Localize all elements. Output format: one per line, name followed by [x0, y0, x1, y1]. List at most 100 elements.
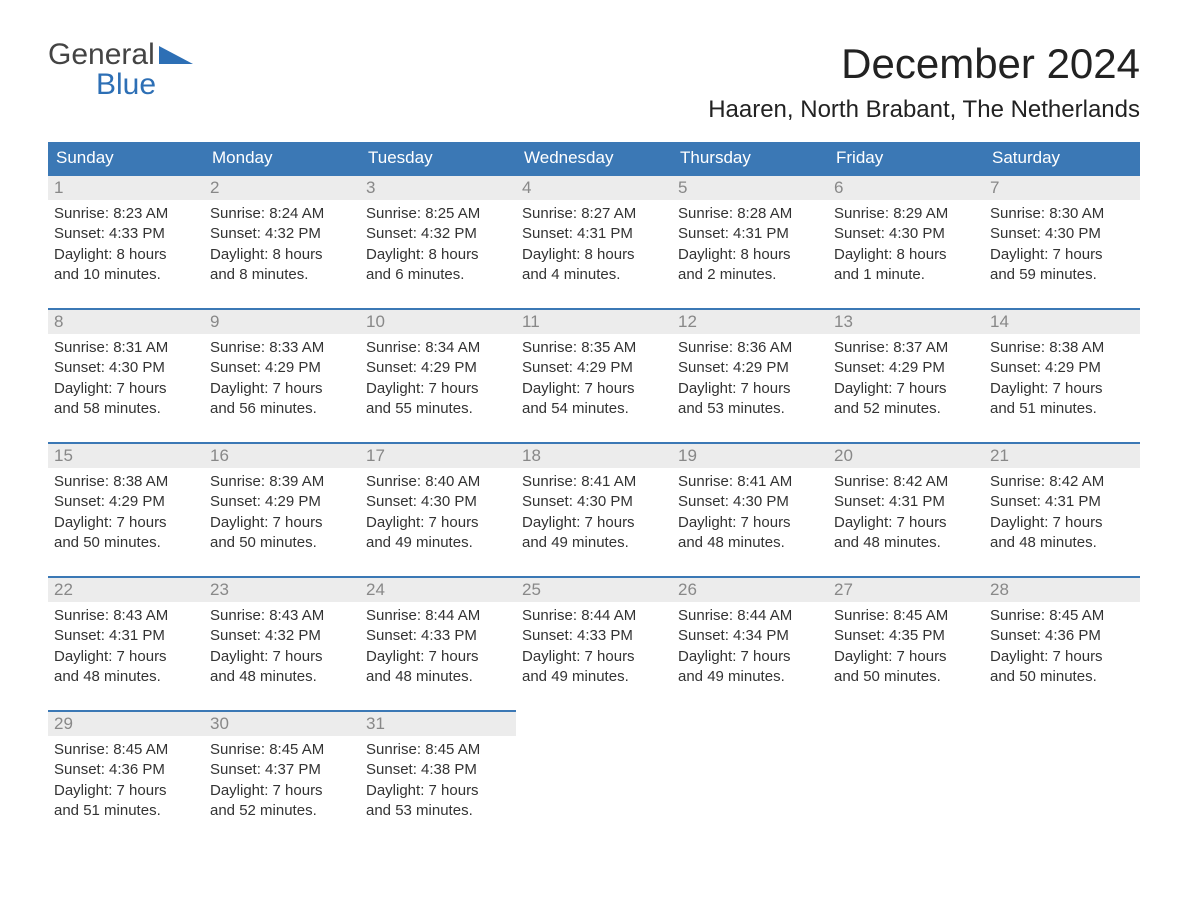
sunset-line: Sunset: 4:30 PM: [678, 492, 822, 512]
d1-line: Daylight: 7 hours: [678, 647, 822, 667]
day-content-cell: Sunrise: 8:25 AMSunset: 4:32 PMDaylight:…: [360, 200, 516, 293]
d2-line: and 58 minutes.: [54, 399, 198, 419]
logo-text-blue: Blue: [96, 70, 193, 100]
d2-line: and 56 minutes.: [210, 399, 354, 419]
day-content-cell: Sunrise: 8:23 AMSunset: 4:33 PMDaylight:…: [48, 200, 204, 293]
logo-text-general: General: [48, 40, 155, 70]
sunset-line: Sunset: 4:31 PM: [990, 492, 1134, 512]
sunrise-line: Sunrise: 8:41 AM: [678, 472, 822, 492]
day-content-cell: Sunrise: 8:41 AMSunset: 4:30 PMDaylight:…: [672, 468, 828, 561]
d2-line: and 51 minutes.: [990, 399, 1134, 419]
d2-line: and 50 minutes.: [990, 667, 1134, 687]
sunrise-line: Sunrise: 8:43 AM: [210, 606, 354, 626]
d1-line: Daylight: 7 hours: [990, 647, 1134, 667]
d1-line: Daylight: 7 hours: [834, 513, 978, 533]
sunrise-line: Sunrise: 8:28 AM: [678, 204, 822, 224]
d2-line: and 48 minutes.: [834, 533, 978, 553]
day-number-cell: 19: [672, 443, 828, 468]
sunrise-line: Sunrise: 8:35 AM: [522, 338, 666, 358]
d2-line: and 4 minutes.: [522, 265, 666, 285]
d2-line: and 49 minutes.: [522, 667, 666, 687]
weekday-header: Saturday: [984, 142, 1140, 175]
week-spacer: [48, 561, 1140, 577]
d1-line: Daylight: 7 hours: [210, 513, 354, 533]
sunrise-line: Sunrise: 8:34 AM: [366, 338, 510, 358]
day-content-cell: Sunrise: 8:43 AMSunset: 4:31 PMDaylight:…: [48, 602, 204, 695]
d2-line: and 50 minutes.: [210, 533, 354, 553]
d1-line: Daylight: 7 hours: [366, 781, 510, 801]
sunrise-line: Sunrise: 8:25 AM: [366, 204, 510, 224]
day-number-cell: 28: [984, 577, 1140, 602]
day-number-cell: 3: [360, 175, 516, 200]
d1-line: Daylight: 8 hours: [210, 245, 354, 265]
sunset-line: Sunset: 4:33 PM: [522, 626, 666, 646]
day-number-cell: 16: [204, 443, 360, 468]
weekday-header: Thursday: [672, 142, 828, 175]
d1-line: Daylight: 7 hours: [678, 513, 822, 533]
sunrise-line: Sunrise: 8:33 AM: [210, 338, 354, 358]
d1-line: Daylight: 7 hours: [210, 781, 354, 801]
d2-line: and 49 minutes.: [366, 533, 510, 553]
d2-line: and 10 minutes.: [54, 265, 198, 285]
d1-line: Daylight: 7 hours: [54, 379, 198, 399]
d1-line: Daylight: 7 hours: [366, 513, 510, 533]
d1-line: Daylight: 7 hours: [210, 379, 354, 399]
week-spacer: [48, 293, 1140, 309]
day-number-cell: 20: [828, 443, 984, 468]
d1-line: Daylight: 7 hours: [990, 513, 1134, 533]
day-number-cell: 8: [48, 309, 204, 334]
day-content-cell: [984, 736, 1140, 829]
week-spacer: [48, 695, 1140, 711]
d2-line: and 52 minutes.: [210, 801, 354, 821]
day-content-cell: Sunrise: 8:45 AMSunset: 4:36 PMDaylight:…: [48, 736, 204, 829]
sunset-line: Sunset: 4:29 PM: [678, 358, 822, 378]
day-number-cell: [672, 711, 828, 736]
day-content-cell: Sunrise: 8:24 AMSunset: 4:32 PMDaylight:…: [204, 200, 360, 293]
day-number-cell: [516, 711, 672, 736]
d2-line: and 8 minutes.: [210, 265, 354, 285]
sunrise-line: Sunrise: 8:45 AM: [990, 606, 1134, 626]
d2-line: and 6 minutes.: [366, 265, 510, 285]
day-number-cell: 2: [204, 175, 360, 200]
d2-line: and 48 minutes.: [678, 533, 822, 553]
sunrise-line: Sunrise: 8:29 AM: [834, 204, 978, 224]
day-number-cell: 23: [204, 577, 360, 602]
sunset-line: Sunset: 4:29 PM: [990, 358, 1134, 378]
d1-line: Daylight: 7 hours: [522, 379, 666, 399]
d1-line: Daylight: 8 hours: [678, 245, 822, 265]
day-number-cell: 10: [360, 309, 516, 334]
d1-line: Daylight: 7 hours: [834, 379, 978, 399]
page-title: December 2024: [708, 40, 1140, 88]
d1-line: Daylight: 7 hours: [522, 647, 666, 667]
day-number-cell: 13: [828, 309, 984, 334]
d1-line: Daylight: 7 hours: [54, 647, 198, 667]
day-content-cell: Sunrise: 8:30 AMSunset: 4:30 PMDaylight:…: [984, 200, 1140, 293]
day-number-cell: 6: [828, 175, 984, 200]
day-number-cell: 5: [672, 175, 828, 200]
day-content-cell: Sunrise: 8:29 AMSunset: 4:30 PMDaylight:…: [828, 200, 984, 293]
d2-line: and 1 minute.: [834, 265, 978, 285]
day-content-row: Sunrise: 8:43 AMSunset: 4:31 PMDaylight:…: [48, 602, 1140, 695]
location-subtitle: Haaren, North Brabant, The Netherlands: [708, 96, 1140, 124]
day-content-cell: Sunrise: 8:44 AMSunset: 4:33 PMDaylight:…: [360, 602, 516, 695]
day-content-row: Sunrise: 8:31 AMSunset: 4:30 PMDaylight:…: [48, 334, 1140, 427]
logo-triangle-icon: [159, 40, 193, 70]
sunrise-line: Sunrise: 8:44 AM: [366, 606, 510, 626]
day-content-cell: [672, 736, 828, 829]
sunrise-line: Sunrise: 8:45 AM: [54, 740, 198, 760]
day-number-row: 15161718192021: [48, 443, 1140, 468]
sunset-line: Sunset: 4:30 PM: [54, 358, 198, 378]
sunset-line: Sunset: 4:29 PM: [210, 492, 354, 512]
day-content-cell: Sunrise: 8:40 AMSunset: 4:30 PMDaylight:…: [360, 468, 516, 561]
d2-line: and 52 minutes.: [834, 399, 978, 419]
sunrise-line: Sunrise: 8:37 AM: [834, 338, 978, 358]
sunset-line: Sunset: 4:29 PM: [54, 492, 198, 512]
d2-line: and 49 minutes.: [678, 667, 822, 687]
d1-line: Daylight: 7 hours: [990, 379, 1134, 399]
sunrise-line: Sunrise: 8:40 AM: [366, 472, 510, 492]
day-number-cell: 18: [516, 443, 672, 468]
day-number-cell: 25: [516, 577, 672, 602]
day-content-row: Sunrise: 8:23 AMSunset: 4:33 PMDaylight:…: [48, 200, 1140, 293]
day-content-cell: Sunrise: 8:31 AMSunset: 4:30 PMDaylight:…: [48, 334, 204, 427]
sunset-line: Sunset: 4:30 PM: [522, 492, 666, 512]
